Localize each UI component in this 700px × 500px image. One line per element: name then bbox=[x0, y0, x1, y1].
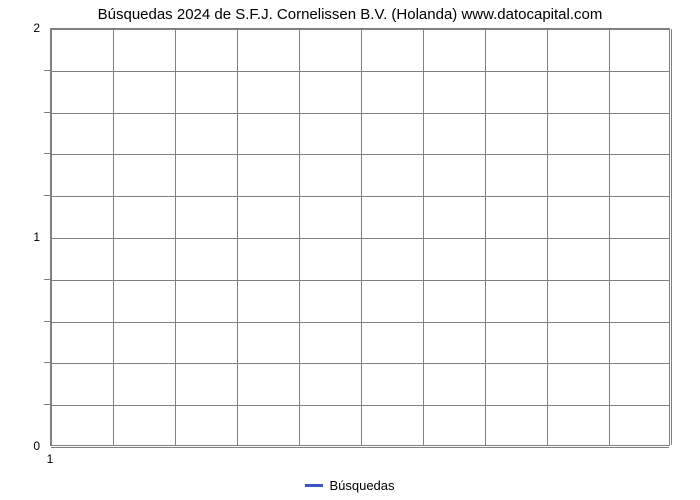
gridline-vertical bbox=[671, 29, 672, 445]
gridline-vertical bbox=[485, 29, 486, 445]
gridline-vertical bbox=[609, 29, 610, 445]
gridline-horizontal bbox=[51, 280, 669, 281]
y-axis-minor-tick bbox=[44, 153, 50, 154]
x-axis-tick-label: 1 bbox=[47, 446, 54, 466]
chart-title: Búsquedas 2024 de S.F.J. Cornelissen B.V… bbox=[0, 6, 700, 23]
gridline-horizontal bbox=[51, 363, 669, 364]
y-axis-minor-tick bbox=[44, 195, 50, 196]
y-axis-minor-tick bbox=[44, 362, 50, 363]
gridline-vertical bbox=[423, 29, 424, 445]
gridline-horizontal bbox=[51, 196, 669, 197]
legend: Búsquedas bbox=[0, 478, 700, 493]
plot-area: 0121 bbox=[50, 28, 670, 446]
gridline-horizontal bbox=[51, 405, 669, 406]
gridline-vertical bbox=[175, 29, 176, 445]
gridline-horizontal bbox=[51, 447, 669, 448]
gridline-horizontal bbox=[51, 322, 669, 323]
gridline-horizontal bbox=[51, 113, 669, 114]
gridline-horizontal bbox=[51, 71, 669, 72]
y-axis-minor-tick bbox=[44, 279, 50, 280]
gridline-horizontal bbox=[51, 29, 669, 30]
gridline-horizontal bbox=[51, 238, 669, 239]
gridline-horizontal bbox=[51, 154, 669, 155]
legend-label: Búsquedas bbox=[329, 478, 394, 493]
legend-swatch bbox=[305, 484, 323, 487]
gridline-vertical bbox=[237, 29, 238, 445]
plot-frame bbox=[50, 28, 670, 446]
gridline-vertical bbox=[51, 29, 52, 445]
y-axis-tick-label: 1 bbox=[33, 230, 50, 244]
y-axis-minor-tick bbox=[44, 321, 50, 322]
y-axis-minor-tick bbox=[44, 404, 50, 405]
y-axis-tick-label: 2 bbox=[33, 21, 50, 35]
y-axis-minor-tick bbox=[44, 112, 50, 113]
gridline-vertical bbox=[361, 29, 362, 445]
y-axis-minor-tick bbox=[44, 70, 50, 71]
gridline-vertical bbox=[113, 29, 114, 445]
gridline-vertical bbox=[547, 29, 548, 445]
gridline-vertical bbox=[299, 29, 300, 445]
